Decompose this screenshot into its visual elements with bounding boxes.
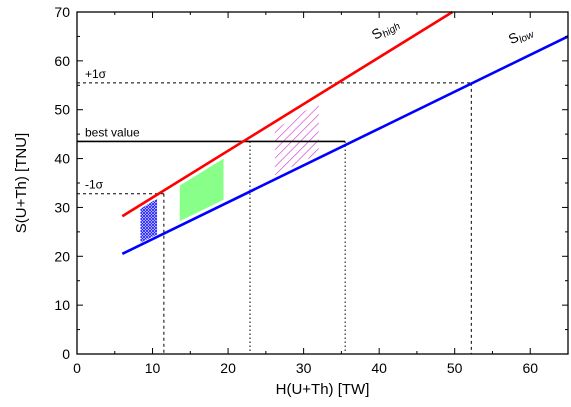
shaded-region-1 (140, 198, 158, 243)
x-tick-label-40: 40 (371, 360, 387, 376)
x-tick-label-0: 0 (73, 360, 81, 376)
series-lines (121, 10, 569, 256)
y-tick-label-10: 10 (54, 297, 70, 313)
y-tick-label-50: 50 (54, 102, 70, 118)
best-value-label: best value (85, 125, 140, 139)
y-tick-label-40: 40 (54, 151, 70, 167)
reference-lines (77, 82, 472, 354)
series-line-low (121, 35, 569, 256)
y-tick-label-60: 60 (54, 53, 70, 69)
series-line-high (121, 10, 454, 218)
plot-frame (76, 11, 569, 355)
x-tick-label-10: 10 (145, 360, 161, 376)
y-tick-label-0: 0 (62, 346, 70, 362)
shaded-regions (140, 102, 319, 243)
x-tick-label-60: 60 (522, 360, 538, 376)
x-tick-label-50: 50 (447, 360, 463, 376)
minus-one-sigma-label: -1σ (85, 178, 104, 192)
axes: 0 10 20 30 40 50 60 0 10 20 30 40 50 60 70 H(U+Th) [TW]… (13, 4, 569, 398)
y-tick-label-70: 70 (54, 4, 70, 20)
shaded-region-2 (179, 158, 224, 222)
x-tick-label-30: 30 (296, 360, 312, 376)
shaded-region-3 (274, 102, 319, 176)
y-axis-title: S(U+Th) [TNU] (13, 133, 30, 233)
x-tick-label-20: 20 (220, 360, 236, 376)
x-axis-title: H(U+Th) [TW] (276, 381, 370, 398)
y-tick-label-30: 30 (54, 199, 70, 215)
series-label-high: Shigh (369, 14, 403, 45)
plus-one-sigma-label: +1σ (85, 67, 107, 81)
annotations: best value +1σ -1σ Shigh Slow (85, 14, 537, 192)
series-label-low: Slow (506, 22, 537, 50)
y-tick-label-20: 20 (54, 248, 70, 264)
